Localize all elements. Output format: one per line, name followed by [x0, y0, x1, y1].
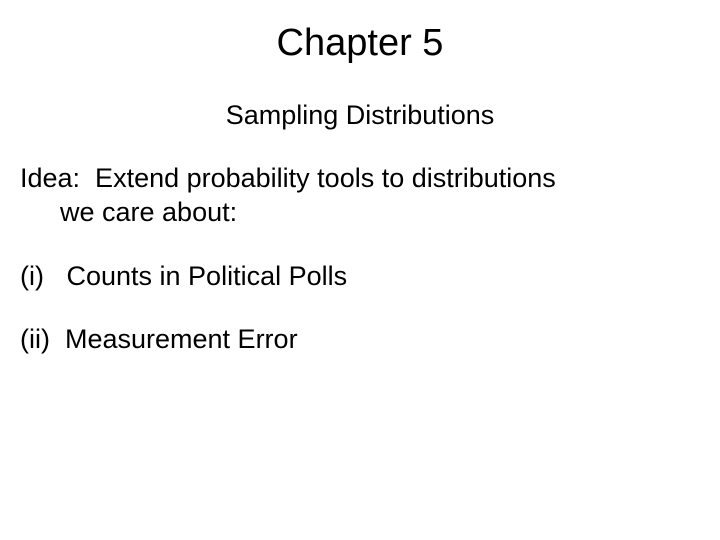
idea-paragraph: Idea: Extend probability tools to distri… — [20, 162, 700, 230]
list-item-1: (i) Counts in Political Polls — [20, 260, 700, 294]
chapter-title: Chapter 5 — [0, 22, 720, 65]
chapter-subtitle: Sampling Distributions — [0, 100, 720, 131]
body-text: Idea: Extend probability tools to distri… — [20, 162, 700, 387]
idea-line-1: Idea: Extend probability tools to distri… — [20, 162, 700, 196]
idea-line-2: we care about: — [20, 196, 700, 230]
slide: Chapter 5 Sampling Distributions Idea: E… — [0, 0, 720, 540]
list-item-2: (ii) Measurement Error — [20, 323, 700, 357]
